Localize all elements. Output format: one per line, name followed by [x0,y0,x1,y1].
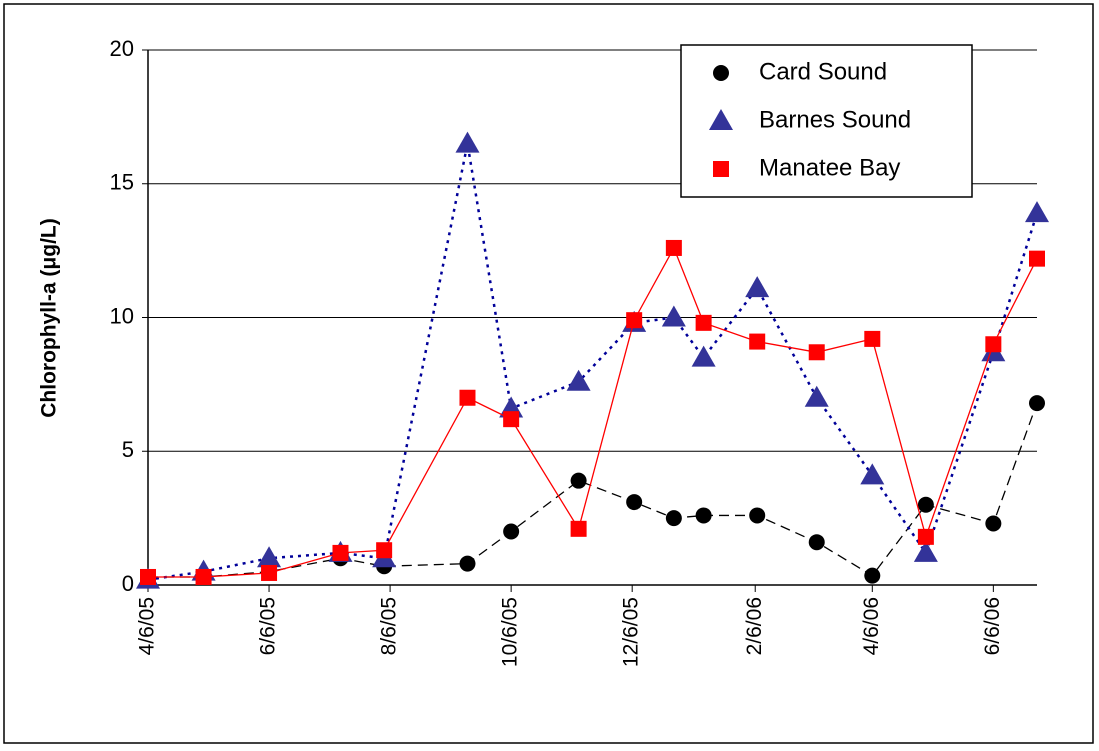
marker [661,305,686,327]
marker [864,330,881,347]
marker [808,344,825,361]
marker [626,312,643,329]
marker [376,542,393,559]
x-tick-label: 10/6/05 [499,597,522,667]
y-tick-label: 15 [110,170,134,195]
marker [864,567,881,584]
marker [804,385,829,407]
marker [665,510,682,527]
marker [332,544,349,561]
legend-box [680,44,973,198]
marker [459,555,476,572]
x-tick-label: 12/6/05 [620,597,643,667]
marker [745,276,770,298]
marker [913,540,938,562]
y-tick-label: 5 [122,437,134,462]
marker [713,65,729,81]
y-tick-label: 20 [110,36,134,61]
marker [808,534,825,551]
marker [860,463,885,485]
marker [503,411,520,428]
marker [459,389,476,406]
x-tick-label: 8/6/05 [378,597,401,655]
x-tick-label: 6/6/05 [257,597,280,655]
marker [691,345,716,367]
x-tick-label: 4/6/06 [860,597,883,655]
marker [570,520,587,537]
legend-label: Card Sound [759,58,887,85]
marker [695,507,712,524]
marker [566,369,591,391]
legend-label: Manatee Bay [759,154,900,181]
marker [917,528,934,545]
marker [626,494,643,511]
marker [257,546,282,568]
marker [1029,250,1045,267]
marker [917,496,934,513]
marker [749,333,766,350]
marker [713,161,729,177]
marker [1029,395,1045,412]
x-tick-label: 2/6/06 [743,597,766,655]
y-tick-label: 0 [122,571,134,596]
marker [665,239,682,256]
x-tick-label: 4/6/05 [136,597,159,655]
marker [985,336,1002,353]
marker [985,515,1002,532]
marker [1025,201,1049,223]
x-tick-label: 6/6/06 [981,597,1004,655]
marker [570,472,587,489]
marker [503,523,520,540]
y-tick-label: 10 [110,303,134,328]
marker [195,568,212,585]
series-line [147,143,1039,581]
marker [261,564,278,581]
legend-label: Barnes Sound [759,106,911,133]
y-axis-label: Chlorophyll-a (μg/L) [38,218,61,418]
marker [140,568,156,585]
marker [709,109,733,130]
marker [749,507,766,524]
marker [455,131,480,153]
marker [695,314,712,331]
